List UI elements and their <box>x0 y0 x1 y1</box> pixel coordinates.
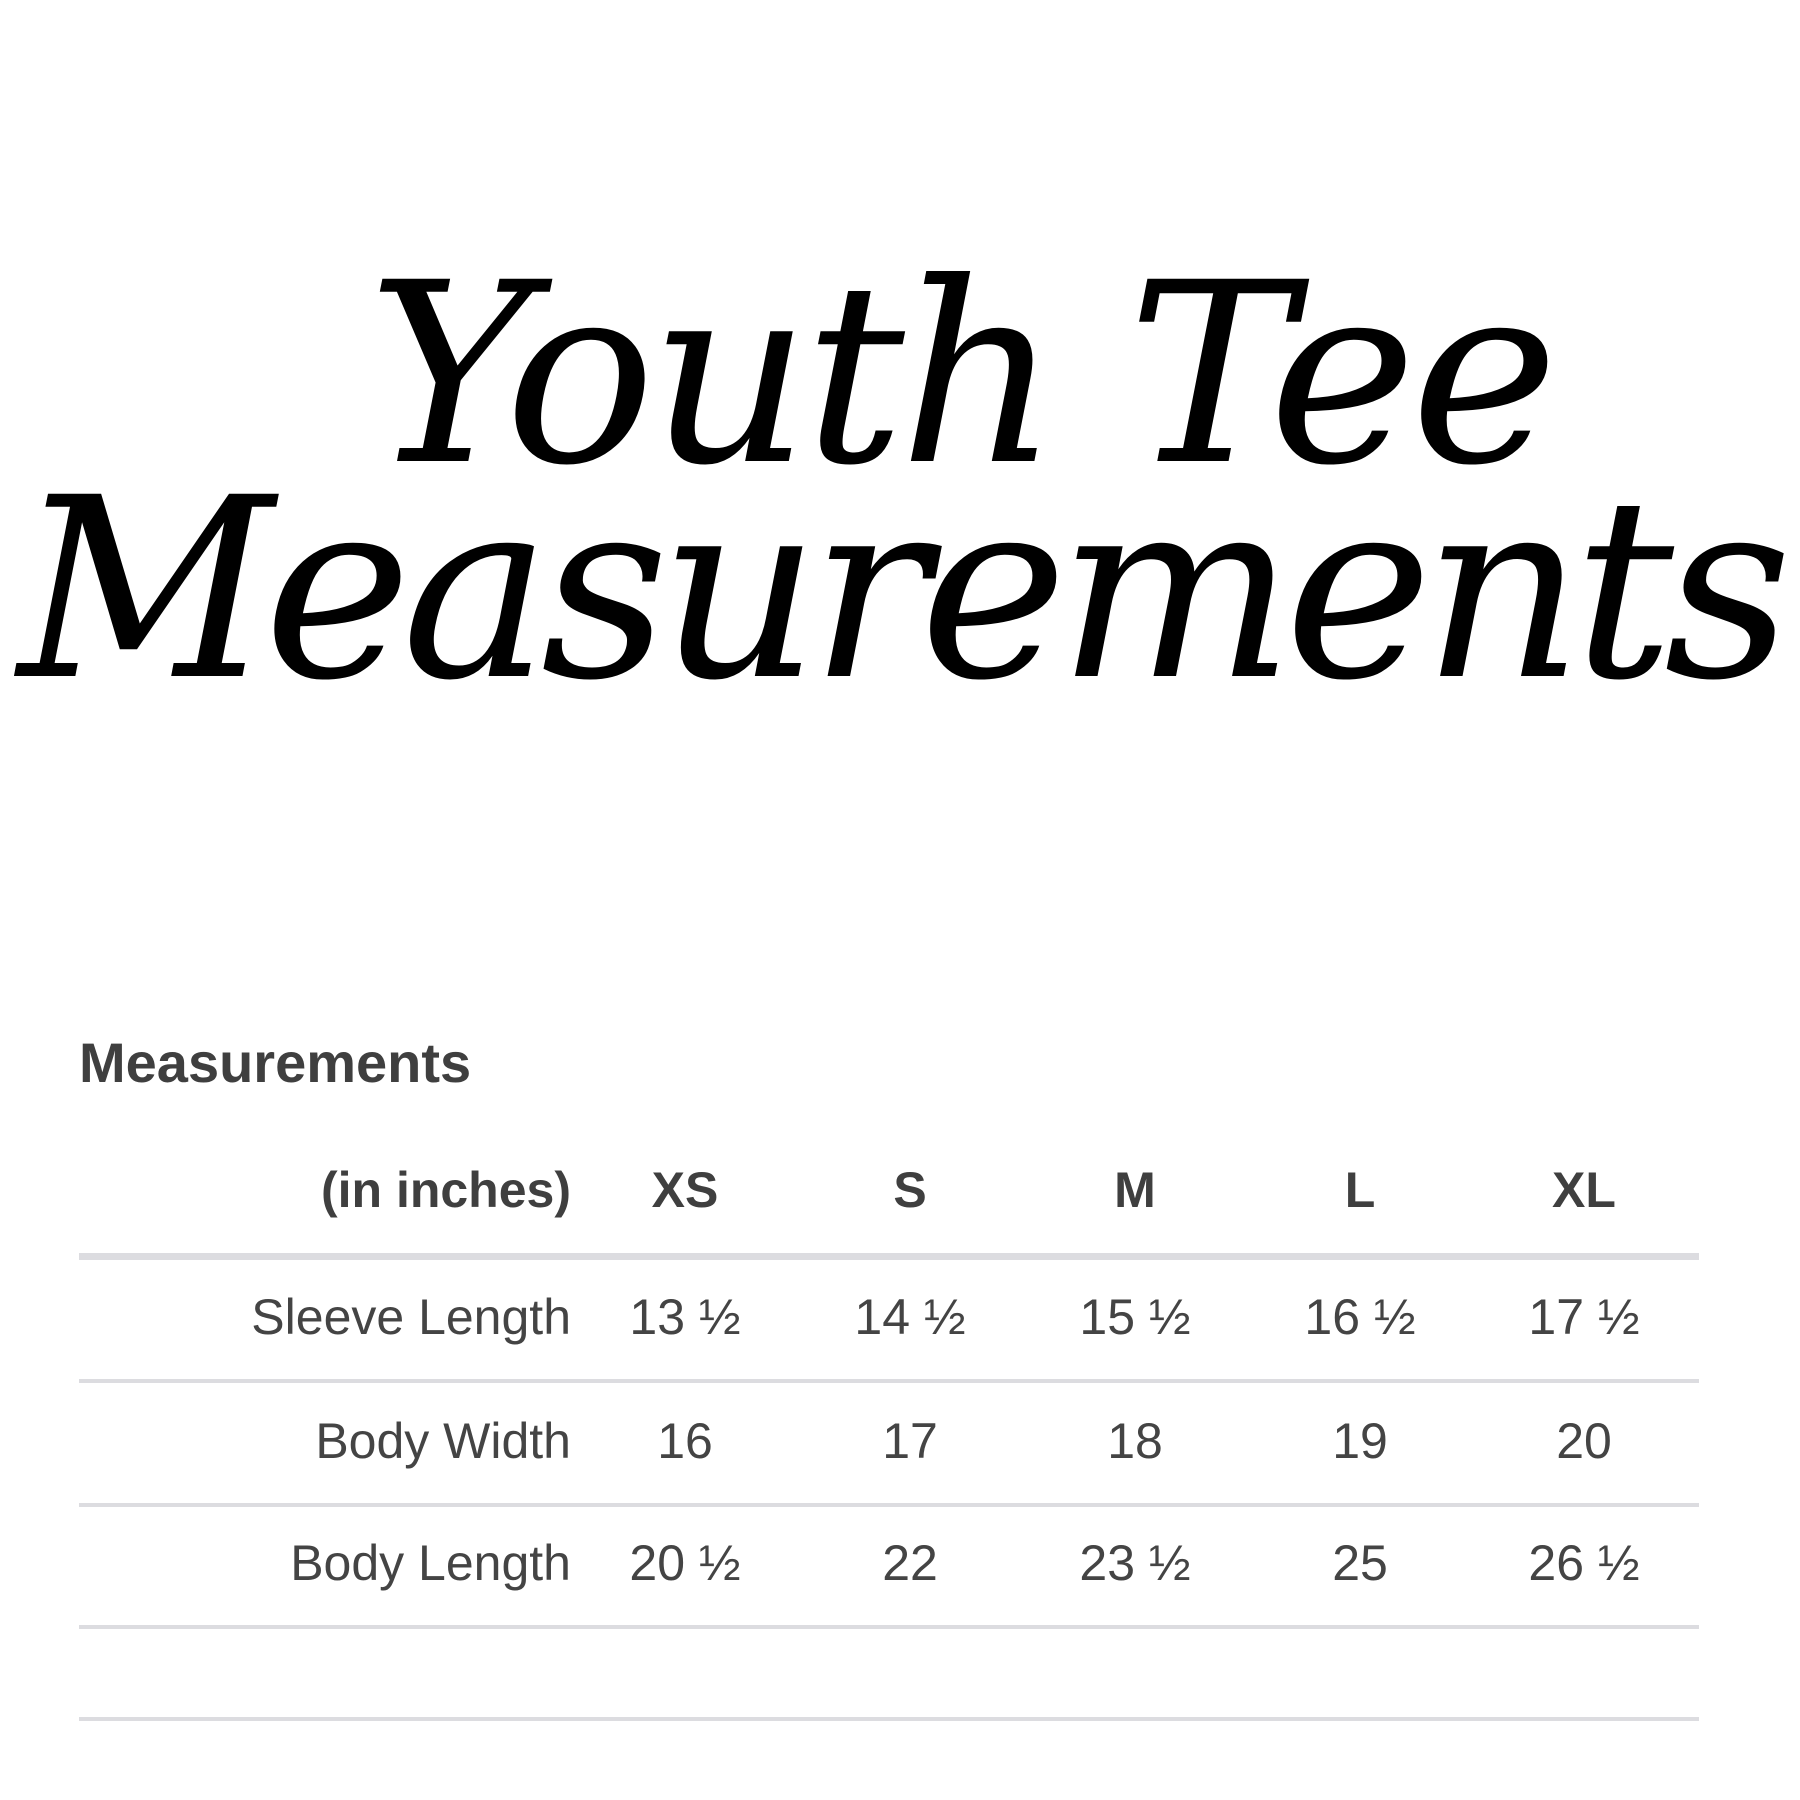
unit-label: (in inches) <box>320 1162 571 1218</box>
cell-value: 22 <box>882 1535 938 1591</box>
row-label: Sleeve Length <box>251 1289 571 1345</box>
cell-value: 14 ½ <box>854 1289 966 1345</box>
row-divider <box>79 1625 1699 1629</box>
table-header-row: (in inches) XS S M L XL <box>0 1150 1800 1230</box>
size-header: XL <box>1552 1162 1616 1218</box>
cell-value: 15 ½ <box>1079 1289 1191 1345</box>
size-header: S <box>893 1162 927 1218</box>
cell-value: 23 ½ <box>1079 1535 1191 1591</box>
row-divider <box>79 1503 1699 1507</box>
table-row: Body Width 16 17 18 19 20 <box>0 1401 1800 1481</box>
cell-value: 18 <box>1107 1413 1163 1469</box>
title-line-1: Youth Tee <box>367 229 1558 520</box>
cell-value: 26 ½ <box>1528 1535 1640 1591</box>
row-label: Body Length <box>290 1535 571 1591</box>
header-divider <box>79 1253 1699 1260</box>
cell-value: 19 <box>1332 1413 1388 1469</box>
table-row: Sleeve Length 13 ½ 14 ½ 15 ½ 16 ½ 17 ½ <box>0 1277 1800 1357</box>
size-header: L <box>1344 1162 1376 1218</box>
size-header: M <box>1114 1162 1156 1218</box>
table-row: Body Length 20 ½ 22 23 ½ 25 26 ½ <box>0 1523 1800 1603</box>
size-header: XS <box>651 1162 719 1218</box>
cell-value: 17 ½ <box>1528 1289 1640 1345</box>
title-line-2: Measurements <box>17 444 1793 735</box>
cell-value: 13 ½ <box>629 1289 741 1345</box>
cell-value: 17 <box>882 1413 938 1469</box>
row-divider <box>79 1717 1699 1721</box>
table-heading: Measurements <box>79 1031 472 1094</box>
cell-value: 25 <box>1332 1535 1388 1591</box>
cell-value: 16 <box>657 1413 713 1469</box>
row-label: Body Width <box>315 1413 571 1469</box>
row-divider <box>79 1379 1699 1383</box>
cell-value: 20 <box>1556 1413 1612 1469</box>
cell-value: 20 ½ <box>629 1535 741 1591</box>
cell-value: 16 ½ <box>1304 1289 1416 1345</box>
